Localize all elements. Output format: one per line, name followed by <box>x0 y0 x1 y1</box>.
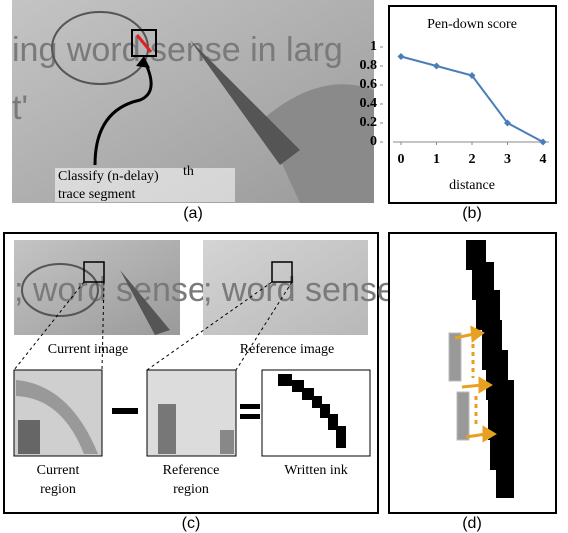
region-stroke <box>18 420 40 454</box>
image-label: Reference image <box>240 342 334 357</box>
figure: ing word sense in larg t' Classify (n-de… <box>0 0 568 533</box>
region-label: region <box>173 482 209 497</box>
x-tick-label: 3 <box>504 152 511 167</box>
photo-text: ; word sense <box>14 271 207 309</box>
panel-label: (b) <box>462 205 482 222</box>
x-tick-label: 4 <box>540 152 547 167</box>
chart-frame <box>389 6 556 203</box>
x-axis-label: distance <box>449 178 495 193</box>
x-tick-label: 0 <box>398 152 405 167</box>
y-tick-label: 1 <box>370 39 377 54</box>
y-tick-label: 0.4 <box>360 96 378 111</box>
panel-label: (a) <box>183 205 203 222</box>
region-label: Reference <box>163 463 220 478</box>
region-stroke <box>220 430 234 454</box>
y-tick-label: 0.2 <box>360 115 378 130</box>
gray-segment <box>449 333 461 381</box>
y-tick-label: 0.8 <box>360 58 378 73</box>
y-tick-label: 0 <box>370 134 377 149</box>
annotation: trace segment <box>58 187 135 202</box>
image-label: Current image <box>48 342 128 357</box>
equals-sign <box>240 404 260 409</box>
gray-segment <box>457 392 469 440</box>
x-tick-label: 1 <box>433 152 440 167</box>
region-label: region <box>40 482 76 497</box>
annotation-superscript: th <box>183 164 194 179</box>
y-tick-label: 0.6 <box>360 77 378 92</box>
panel-label: (d) <box>462 515 482 532</box>
equals-sign <box>240 414 260 419</box>
region-label: Written ink <box>284 463 348 478</box>
region-label: Current <box>37 463 80 478</box>
photo-text: ; word sense <box>203 271 396 309</box>
annotation: Classify (n-delay) <box>58 169 159 184</box>
minus-sign <box>112 408 138 414</box>
photo-text: t' <box>12 89 28 127</box>
region-stroke <box>158 404 176 454</box>
x-tick-label: 2 <box>469 152 476 167</box>
chart-title: Pen-down score <box>427 17 517 32</box>
panel-label: (c) <box>182 515 201 532</box>
photo-text: ing word sense in larg <box>12 31 343 69</box>
